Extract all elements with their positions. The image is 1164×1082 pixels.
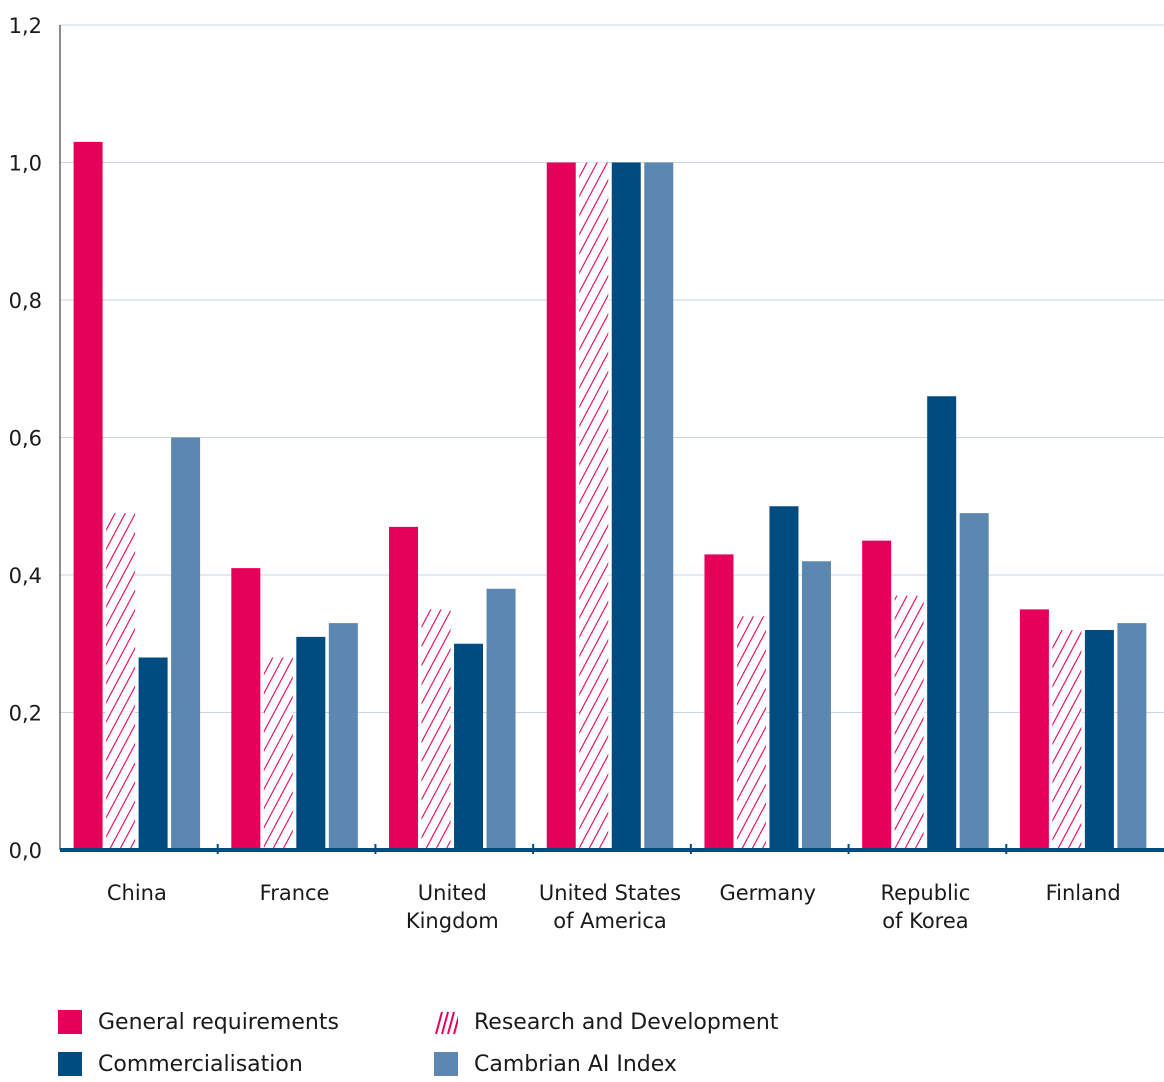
y-tick-label: 0,8 [9, 289, 42, 313]
y-tick-label: 1,2 [9, 14, 42, 38]
legend-item: General requirements [58, 1004, 339, 1040]
legend-swatch [58, 1010, 82, 1034]
x-tick-label: China [107, 881, 167, 905]
bar-cambrian-ai-index [801, 561, 831, 850]
legend-label: Commercialisation [98, 1051, 303, 1077]
x-tick-label: of Korea [882, 909, 968, 933]
bar-cambrian-ai-index [1117, 623, 1147, 850]
x-axis-labels: China France United Kingdom United States of … [107, 881, 1121, 933]
bars [73, 141, 1147, 850]
bar-commercialisation [1084, 630, 1114, 850]
bar-cambrian-ai-index [328, 623, 358, 850]
legend-swatch [58, 1052, 82, 1076]
bar-cambrian-ai-index [171, 437, 201, 850]
y-tick-label: 0,2 [9, 702, 42, 726]
bar-research-and-development [579, 162, 609, 850]
y-tick-label: 0,0 [9, 839, 42, 863]
y-tick-label: 0,4 [9, 564, 42, 588]
legend-label: General requirements [98, 1009, 339, 1035]
bar-research-and-development [1052, 630, 1082, 850]
legend-item: Research and Development [434, 1004, 778, 1040]
bar-commercialisation [611, 162, 641, 850]
bar-cambrian-ai-index [486, 588, 516, 850]
bar-research-and-development [106, 513, 136, 850]
bar-commercialisation [927, 396, 957, 850]
bar-research-and-development [263, 657, 293, 850]
legend-swatch [435, 1011, 458, 1034]
bar-general-requirements [1019, 609, 1049, 850]
bar-research-and-development [894, 595, 924, 850]
x-tick-label: of America [553, 909, 667, 933]
x-tick-label: United States [539, 881, 681, 905]
x-tick-label: United [418, 881, 487, 905]
bar-commercialisation [454, 643, 484, 850]
x-tick-label: Kingdom [406, 909, 499, 933]
bar-general-requirements [704, 554, 734, 850]
x-tick-label: Finland [1046, 881, 1121, 905]
x-tick-label: Germany [719, 881, 816, 905]
bar-general-requirements [231, 568, 261, 850]
legend-label: Cambrian AI Index [474, 1051, 677, 1077]
legend-item: Cambrian AI Index [434, 1046, 677, 1082]
bar-commercialisation [769, 506, 799, 850]
bar-general-requirements [73, 141, 103, 850]
bar-general-requirements [389, 526, 419, 850]
y-axis-ticks: 0,0 0,2 0,4 0,6 0,8 1,0 1,2 [9, 14, 42, 863]
legend: General requirements Research and Develop… [58, 1004, 1058, 1080]
bar-commercialisation [138, 657, 168, 850]
bar-research-and-development [421, 609, 451, 850]
x-tick-label: Republic [881, 881, 971, 905]
bar-research-and-development [736, 616, 766, 850]
y-tick-label: 1,0 [9, 152, 42, 176]
y-tick-label: 0,6 [9, 427, 42, 451]
bar-general-requirements [862, 540, 892, 850]
bar-commercialisation [296, 636, 326, 850]
bar-general-requirements [546, 162, 576, 850]
legend-item: Commercialisation [58, 1046, 303, 1082]
x-axis [59, 25, 1164, 854]
legend-swatch [434, 1052, 458, 1076]
legend-label: Research and Development [474, 1009, 779, 1035]
bar-cambrian-ai-index [959, 513, 989, 850]
bar-chart: 0,0 0,2 0,4 0,6 0,8 1,0 1,2 China France United K… [9, 14, 1164, 933]
bar-cambrian-ai-index [644, 162, 674, 850]
x-tick-label: France [260, 881, 330, 905]
